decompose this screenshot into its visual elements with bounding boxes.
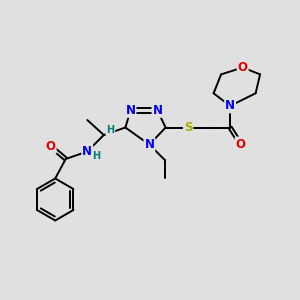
Text: O: O — [46, 140, 56, 153]
Text: N: N — [144, 138, 154, 151]
Text: H: H — [106, 124, 115, 135]
Text: O: O — [238, 61, 248, 74]
Text: N: N — [152, 104, 163, 117]
Text: S: S — [184, 121, 192, 134]
Text: H: H — [92, 151, 100, 161]
Text: O: O — [236, 137, 246, 151]
Text: N: N — [125, 104, 136, 117]
Text: N: N — [225, 99, 235, 112]
Text: N: N — [82, 145, 92, 158]
